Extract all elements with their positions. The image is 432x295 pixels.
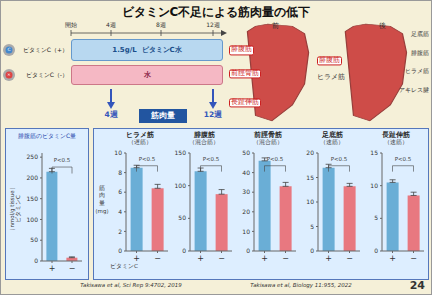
html-text:長趾伸筋: 長趾伸筋 bbox=[231, 98, 259, 107]
svg-text:10: 10 bbox=[370, 182, 378, 189]
html-text:ヒラメ筋: ヒラメ筋 bbox=[405, 67, 429, 75]
html-text:（速筋）: （速筋） bbox=[384, 139, 408, 146]
html-text:筋肉量: 筋肉量 bbox=[151, 111, 175, 120]
svg-text:8: 8 bbox=[118, 169, 122, 176]
svg-text:30: 30 bbox=[242, 189, 250, 196]
html-text:ビタミンC（-）: ビタミンC（-） bbox=[25, 70, 68, 78]
html-text:前: 前 bbox=[272, 22, 280, 31]
svg-text:2: 2 bbox=[118, 228, 122, 235]
html-text:前脛骨筋: 前脛骨筋 bbox=[231, 68, 259, 77]
svg-text:−: − bbox=[410, 254, 417, 263]
html-text:12週: 12週 bbox=[206, 21, 220, 28]
html-text:前脛骨筋: 前脛骨筋 bbox=[254, 131, 282, 139]
html-text:（速筋）: （速筋） bbox=[320, 139, 344, 146]
svg-text:15: 15 bbox=[370, 149, 378, 156]
svg-text:0: 0 bbox=[246, 247, 250, 254]
html-text:12週: 12週 bbox=[203, 110, 223, 119]
svg-text:P<0.5: P<0.5 bbox=[395, 156, 412, 162]
svg-text:40: 40 bbox=[242, 169, 250, 176]
html-text:腓腹筋: 腓腹筋 bbox=[193, 131, 215, 139]
svg-text:10: 10 bbox=[114, 149, 122, 156]
svg-text:5: 5 bbox=[374, 215, 378, 222]
html-text:8週: 8週 bbox=[156, 21, 166, 28]
html-text:Takisawa et al, Sci Rep 9:4702: Takisawa et al, Sci Rep 9:4702, 2019 bbox=[80, 282, 182, 288]
svg-text:−: − bbox=[154, 254, 161, 263]
svg-text:100: 100 bbox=[175, 182, 187, 189]
html-text:1.5g/L ビタミンC水: 1.5g/L ビタミンC水 bbox=[112, 46, 182, 54]
svg-text:50: 50 bbox=[178, 215, 186, 222]
html-text:（nmol/g tissue） ビタミンC: （nmol/g tissue） ビタミンC bbox=[8, 184, 21, 234]
svg-text:100: 100 bbox=[27, 216, 39, 223]
html-text:Takisawa et al, Biology 11:955: Takisawa et al, Biology 11:955, 2022 bbox=[250, 282, 352, 288]
html-text:（混合筋）: （混合筋） bbox=[253, 139, 283, 146]
svg-text:150: 150 bbox=[175, 149, 187, 156]
svg-text:6: 6 bbox=[118, 189, 122, 196]
html-text:4週: 4週 bbox=[106, 21, 116, 28]
html-text:水: 水 bbox=[143, 71, 151, 79]
html-text:4週: 4週 bbox=[104, 110, 118, 119]
svg-text:−: − bbox=[218, 254, 225, 263]
svg-text:+: + bbox=[261, 254, 268, 263]
svg-text:+: + bbox=[325, 254, 332, 263]
html-text:足底筋: 足底筋 bbox=[411, 29, 429, 37]
svg-text:+: + bbox=[389, 254, 396, 263]
svg-text:−: − bbox=[69, 264, 76, 273]
svg-text:10: 10 bbox=[306, 198, 314, 205]
html-text:ビタミンC: ビタミンC bbox=[110, 263, 138, 270]
svg-text:50: 50 bbox=[242, 149, 250, 156]
svg-text:20: 20 bbox=[242, 208, 250, 215]
svg-text:4: 4 bbox=[118, 208, 122, 215]
svg-text:250: 250 bbox=[27, 153, 39, 160]
svg-text:0: 0 bbox=[118, 247, 122, 254]
html-text:筋 肉 量 （mg）: 筋 肉 量 （mg） bbox=[91, 184, 113, 214]
svg-text:+: + bbox=[197, 254, 204, 263]
html-text:腓腹筋: 腓腹筋 bbox=[318, 56, 340, 65]
svg-text:P<0.5: P<0.5 bbox=[139, 156, 156, 162]
svg-text:+: + bbox=[133, 254, 140, 263]
html-text:24: 24 bbox=[409, 279, 425, 292]
svg-text:50: 50 bbox=[30, 236, 38, 243]
svg-text:20: 20 bbox=[306, 149, 314, 156]
svg-text:15: 15 bbox=[306, 174, 314, 181]
svg-text:0: 0 bbox=[310, 247, 314, 254]
html-text:（遅筋）: （遅筋） bbox=[128, 139, 152, 146]
svg-text:0: 0 bbox=[374, 247, 378, 254]
svg-text:+: + bbox=[49, 264, 56, 273]
html-text:開始: 開始 bbox=[65, 21, 77, 28]
svg-text:P<0.5: P<0.5 bbox=[54, 157, 71, 163]
svg-text:−: − bbox=[282, 254, 289, 263]
html-text:ビタミンC（+）: ビタミンC（+） bbox=[22, 45, 68, 53]
html-text:長趾伸筋: 長趾伸筋 bbox=[382, 131, 410, 139]
html-text:ビタミンC不足による筋肉量の低下: ビタミンC不足による筋肉量の低下 bbox=[121, 5, 311, 19]
html-text:アキレス腱: アキレス腱 bbox=[399, 86, 429, 93]
svg-text:0: 0 bbox=[34, 257, 38, 264]
html-text:ヒラメ筋: ヒラメ筋 bbox=[126, 131, 154, 139]
svg-text:P<0.5: P<0.5 bbox=[203, 156, 220, 162]
html-text:足底筋: 足底筋 bbox=[321, 131, 343, 139]
svg-text:0: 0 bbox=[182, 247, 186, 254]
svg-text:200: 200 bbox=[27, 174, 39, 181]
svg-text:10: 10 bbox=[242, 228, 250, 235]
html-text:C: C bbox=[7, 46, 11, 52]
svg-text:5: 5 bbox=[310, 223, 314, 230]
html-text:腓腹筋: 腓腹筋 bbox=[411, 48, 429, 56]
html-text:後: 後 bbox=[378, 22, 386, 31]
html-text:腓腹筋: 腓腹筋 bbox=[231, 45, 252, 54]
svg-text:150: 150 bbox=[27, 195, 39, 202]
svg-text:−: − bbox=[346, 254, 353, 263]
html-text:（混合筋）: （混合筋） bbox=[189, 139, 219, 146]
html-text:ヒラメ筋: ヒラメ筋 bbox=[316, 73, 345, 82]
svg-text:P<0.5: P<0.5 bbox=[267, 156, 284, 162]
html-text:腓腹筋のビタミンC量: 腓腹筋のビタミンC量 bbox=[17, 132, 77, 139]
svg-text:P<0.5: P<0.5 bbox=[331, 156, 348, 162]
